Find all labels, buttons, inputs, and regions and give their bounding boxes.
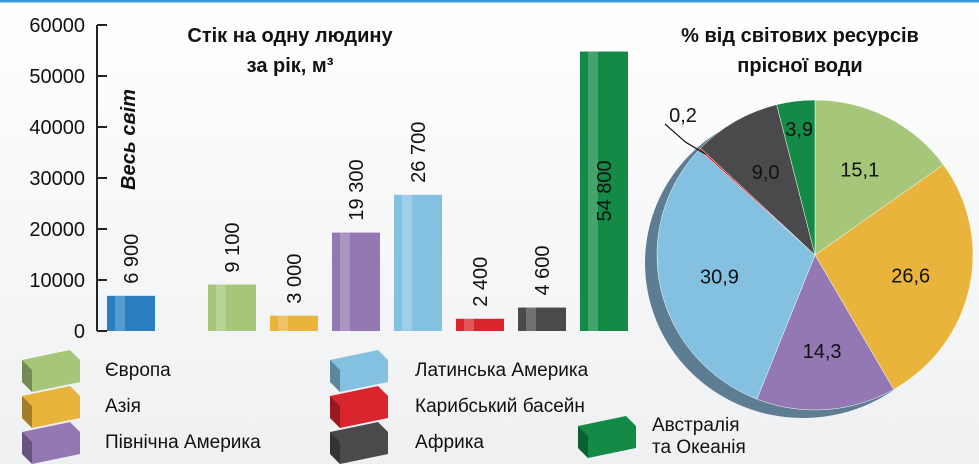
- value-label: 9 100: [222, 223, 244, 273]
- legend-label: Північна Америка: [105, 432, 261, 453]
- legend-swatch-side: [330, 396, 340, 428]
- y-tick-label: 50000: [29, 66, 85, 88]
- bar-highlight: [588, 51, 598, 332]
- legend-swatch-side: [578, 426, 588, 458]
- legend-label: Африка: [415, 432, 484, 453]
- bar-highlight: [526, 307, 536, 331]
- chart-title: прісної води: [737, 55, 862, 77]
- value-label: 26,6: [891, 265, 930, 287]
- chart-title: за рік, м³: [247, 55, 334, 77]
- chart-title: Стік на одну людину: [187, 25, 393, 47]
- bar-highlight: [278, 315, 288, 331]
- value-label: 15,1: [840, 160, 879, 182]
- bar: [332, 232, 380, 331]
- value-label: 0,2: [669, 105, 697, 127]
- y-tick-label: 0: [74, 321, 85, 343]
- legend-swatch-side: [22, 396, 32, 428]
- legend-swatch-side: [330, 360, 340, 392]
- legend-swatch: [330, 386, 388, 428]
- value-label: 54 800: [594, 160, 616, 221]
- y-tick-label: 10000: [29, 270, 85, 292]
- pie-slice: [776, 99, 816, 256]
- legend-label: Азія: [105, 396, 141, 417]
- chart-title: % від світових ресурсів: [681, 25, 919, 47]
- y-tick-label: 60000: [29, 15, 85, 37]
- legend-swatch: [330, 422, 388, 464]
- legend-swatch: [22, 422, 80, 464]
- pie-slice: [756, 254, 895, 411]
- category-label: Весь світ: [118, 89, 140, 190]
- value-label: 4 600: [532, 245, 554, 295]
- pie-slice: [814, 164, 974, 390]
- legend-swatch: [330, 350, 388, 392]
- pie-slice: [700, 104, 816, 256]
- legend-swatch: [22, 350, 80, 392]
- y-tick-label: 20000: [29, 219, 85, 241]
- value-label: 2 400: [470, 257, 492, 307]
- bar-highlight: [464, 318, 474, 331]
- y-tick-label: 30000: [29, 168, 85, 190]
- value-label: 14,3: [803, 341, 842, 363]
- bar: [456, 318, 504, 331]
- legend-label: Карибський басейн: [415, 396, 585, 417]
- value-label: 26 700: [408, 122, 430, 183]
- pie-slice: [814, 99, 944, 256]
- legend-swatch: [578, 416, 636, 458]
- pie-slice: [656, 149, 816, 400]
- bar: [580, 51, 628, 332]
- value-label: 3 000: [284, 254, 306, 304]
- bar: [518, 307, 566, 331]
- legend-swatch-side: [330, 432, 340, 464]
- value-label: 3,9: [785, 119, 813, 141]
- value-label: 19 300: [346, 159, 368, 220]
- bar: [394, 194, 442, 331]
- bar-highlight: [115, 295, 125, 331]
- bar: [107, 295, 155, 331]
- bar: [208, 284, 256, 331]
- legend-swatch-side: [22, 360, 32, 392]
- bar-highlight: [340, 232, 350, 331]
- legend-label: Австралія та Океанія: [652, 415, 746, 458]
- value-label: 30,9: [700, 266, 739, 288]
- bar: [270, 315, 318, 331]
- legend-label: Латинська Америка: [415, 360, 589, 381]
- legend-swatch-side: [22, 432, 32, 464]
- value-label: 6 900: [121, 234, 143, 284]
- legend-swatch: [22, 386, 80, 428]
- legend-label: Європа: [105, 360, 171, 381]
- leader-line: [664, 123, 706, 155]
- bar-highlight: [216, 284, 226, 331]
- bar-highlight: [402, 194, 412, 331]
- y-tick-label: 40000: [29, 117, 85, 139]
- value-label: 9,0: [752, 162, 780, 184]
